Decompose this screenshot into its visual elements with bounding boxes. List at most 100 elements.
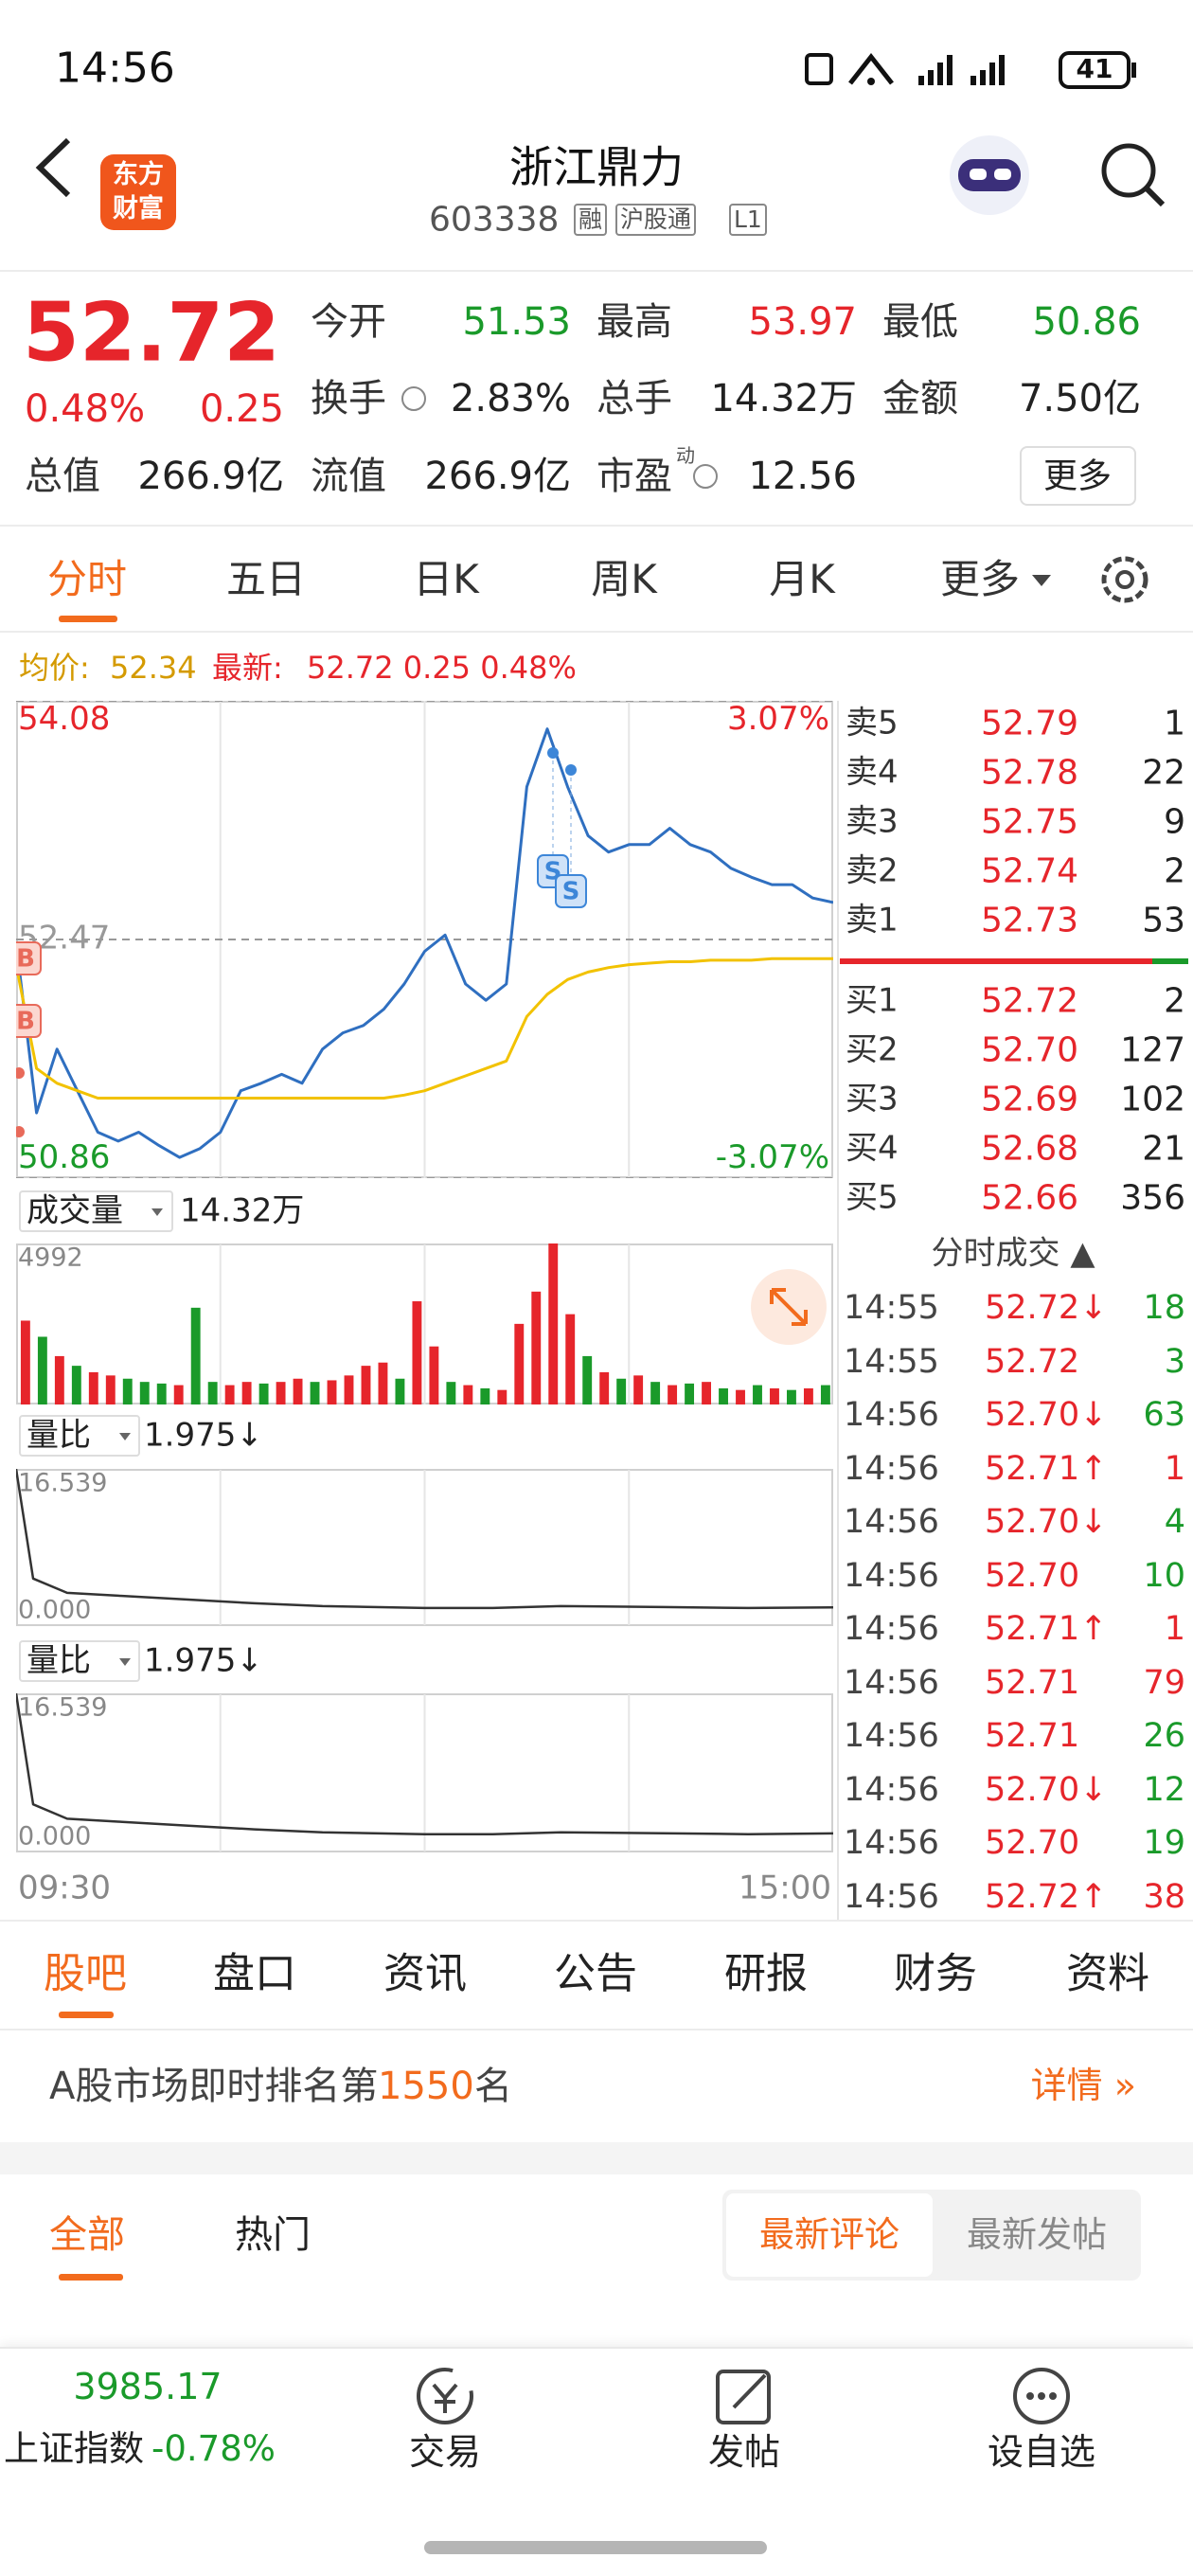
indicator-select[interactable] xyxy=(19,1640,140,1682)
book-price: 52.70 xyxy=(981,1030,1079,1070)
rank-text: A股市场即时排名第 xyxy=(49,2065,379,2108)
volume-bar xyxy=(224,1385,235,1404)
section-tab[interactable]: 研报 xyxy=(724,1949,808,1998)
volume-bar xyxy=(122,1378,133,1404)
trade-time: 14:56 xyxy=(844,1663,939,1702)
book-price: 52.75 xyxy=(981,802,1079,842)
volume-bar xyxy=(650,1382,661,1404)
trade-price: 52.71 xyxy=(985,1663,1080,1702)
section-tab[interactable]: 资料 xyxy=(1066,1949,1149,1998)
book-volume: 53 xyxy=(1142,901,1185,940)
section-tab[interactable]: 公告 xyxy=(554,1949,637,1998)
trade-marker xyxy=(16,1004,42,1038)
volume-bar xyxy=(327,1380,337,1404)
line-series xyxy=(16,1469,833,1610)
field-label: 最低 xyxy=(882,300,958,344)
sort-switch-active[interactable] xyxy=(726,2193,933,2277)
field-label: 换手 xyxy=(311,377,386,420)
trade-marker-label: B xyxy=(16,945,35,974)
y2-tick-label: -3.07% xyxy=(716,1138,829,1176)
trade-volume: 1 xyxy=(1164,1610,1185,1648)
volume-bar xyxy=(190,1307,201,1404)
x-tick-label: 15:00 xyxy=(739,1869,831,1907)
field-value: 50.86 xyxy=(1032,300,1141,344)
indicator-name[interactable]: 量比 xyxy=(27,1641,91,1680)
volume-bar xyxy=(599,1371,610,1404)
trade-time: 14:55 xyxy=(844,1289,939,1327)
field-label: 最高 xyxy=(596,300,672,344)
volume-bar xyxy=(702,1382,711,1404)
volume-bar xyxy=(770,1387,779,1404)
period-tab[interactable]: 日K xyxy=(413,555,479,602)
stock-tag: L1 xyxy=(729,204,767,236)
field-value: 51.53 xyxy=(462,300,571,344)
sort-option[interactable]: 最新评论 xyxy=(759,2213,899,2255)
period-tab[interactable]: 更多 xyxy=(939,555,1021,602)
change-amount: 0.25 xyxy=(199,387,284,431)
section-tab[interactable]: 盘口 xyxy=(213,1949,296,1998)
book-volume: 127 xyxy=(1120,1030,1185,1070)
volume-bar xyxy=(565,1314,576,1404)
book-price: 52.79 xyxy=(981,704,1079,743)
rank-detail[interactable]: 详情 » xyxy=(1030,2065,1136,2107)
section-gap xyxy=(0,2142,1193,2174)
trade-marker-label: B xyxy=(16,1008,35,1036)
more-button-frame[interactable] xyxy=(1020,446,1136,506)
y2-tick-label: 3.07% xyxy=(727,701,829,738)
indicator-name[interactable]: 量比 xyxy=(27,1416,91,1455)
trade-marker xyxy=(16,941,42,975)
volume-bar xyxy=(736,1389,745,1404)
marker-dot xyxy=(16,1126,25,1137)
trade-price: 52.71↑ xyxy=(985,1610,1108,1648)
more-button[interactable]: 更多 xyxy=(1042,456,1113,496)
index-value[interactable]: 3985.17 xyxy=(73,2366,223,2408)
sort-option[interactable]: 最新发帖 xyxy=(967,2213,1107,2255)
trade-time: 14:56 xyxy=(844,1556,939,1595)
volume-bar xyxy=(258,1383,269,1404)
period-tab[interactable]: 周K xyxy=(591,555,657,602)
field-label: 总手 xyxy=(596,377,672,420)
section-tab[interactable]: 股吧 xyxy=(44,1949,127,1998)
field-value: 2.83% xyxy=(450,377,571,420)
section-tab[interactable]: 财务 xyxy=(894,1949,977,1998)
volume-bar xyxy=(616,1378,627,1404)
volume-bar xyxy=(344,1375,354,1404)
volume-bar xyxy=(803,1387,813,1404)
field-value: 14.32万 xyxy=(710,377,857,420)
field-value: 12.56 xyxy=(748,455,857,498)
book-volume: 2 xyxy=(1164,981,1185,1021)
indicator-name[interactable]: 成交量 xyxy=(27,1191,123,1230)
period-tab[interactable]: 五日 xyxy=(225,555,307,602)
action-button[interactable]: 发帖 xyxy=(707,2431,781,2474)
divider xyxy=(0,1920,1193,1922)
field-label: 流值 xyxy=(311,455,386,498)
trade-time: 14:56 xyxy=(844,1503,939,1541)
trade-price: 52.71↑ xyxy=(985,1449,1108,1488)
book-volume: 1 xyxy=(1164,704,1185,743)
vertical-divider xyxy=(837,701,839,1921)
book-label: 买2 xyxy=(846,1030,899,1069)
feed-tab[interactable]: 全部 xyxy=(49,2213,125,2257)
section-tab[interactable]: 资讯 xyxy=(383,1949,467,1998)
rank-text: 名 xyxy=(474,2065,512,2108)
action-button[interactable]: 设自选 xyxy=(987,2431,1096,2474)
feed-tab[interactable]: 热门 xyxy=(235,2213,311,2257)
volume-bar xyxy=(668,1385,678,1404)
marker-dot xyxy=(16,1067,25,1079)
y-tick-label: 50.86 xyxy=(18,1138,110,1176)
indicator-select[interactable] xyxy=(19,1415,140,1457)
volume-bar xyxy=(71,1366,81,1404)
y-tick-label: 16.539 xyxy=(18,1469,107,1498)
indicator-select[interactable] xyxy=(19,1190,173,1232)
volume-bar xyxy=(310,1382,320,1404)
trade-time: 14:56 xyxy=(844,1717,939,1755)
trade-volume: 79 xyxy=(1143,1663,1185,1702)
period-tab[interactable]: 分时 xyxy=(46,555,128,602)
period-tab[interactable]: 月K xyxy=(769,555,835,602)
volume-bar xyxy=(276,1382,286,1404)
latest-value: 52.72 0.25 0.48% xyxy=(307,649,577,686)
index-name[interactable]: 上证指数 xyxy=(4,2427,144,2469)
trades-title[interactable]: 分时成交 ▲ xyxy=(931,1234,1095,1273)
action-button[interactable]: 交易 xyxy=(408,2431,482,2474)
